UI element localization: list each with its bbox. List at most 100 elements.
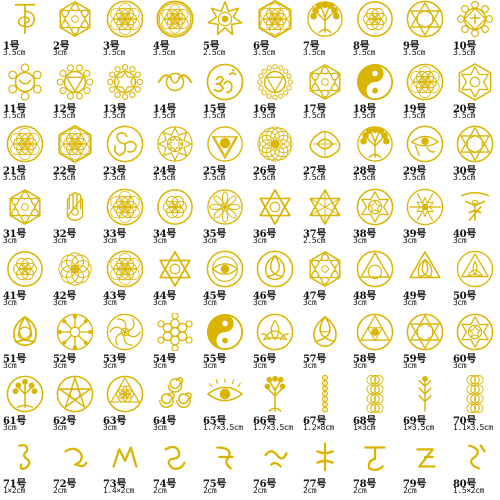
product-item[interactable]: 44号 3cm bbox=[150, 250, 200, 313]
product-item[interactable]: 32号 3cm bbox=[50, 188, 100, 251]
product-item[interactable]: 7号 3.5cm bbox=[300, 0, 350, 63]
product-item[interactable]: 51号 3cm bbox=[0, 313, 50, 376]
product-item[interactable]: 60号 3cm bbox=[450, 313, 500, 376]
item-size: 2.5cm bbox=[203, 48, 226, 57]
product-item[interactable]: 52号 3cm bbox=[50, 313, 100, 376]
product-item[interactable]: 56号 3cm bbox=[250, 313, 300, 376]
product-item[interactable]: 71号 1×2cm bbox=[0, 438, 50, 500]
product-item[interactable]: 54号 3cm bbox=[150, 312, 200, 376]
product-item[interactable]: 15号 3.5cm bbox=[200, 63, 250, 126]
product-item[interactable]: 66号 1.7×3.5cm bbox=[250, 375, 300, 438]
product-item[interactable]: 2号 3cm bbox=[50, 0, 100, 63]
item-size: 3.5cm bbox=[353, 110, 376, 120]
product-item[interactable]: 21号 3.5cm bbox=[0, 125, 50, 188]
product-item[interactable]: 48号 3cm bbox=[350, 250, 400, 313]
product-item[interactable]: 27号 3.5cm bbox=[300, 125, 350, 188]
product-item[interactable]: 75号 2cm bbox=[200, 438, 250, 500]
product-item[interactable]: 68号 1×3cm bbox=[350, 375, 400, 438]
product-item[interactable]: 46号 3cm bbox=[250, 250, 300, 313]
celtic-knot-icon bbox=[306, 125, 344, 163]
product-item[interactable]: 59号 3cm bbox=[400, 313, 450, 376]
product-item[interactable]: 80号 1.5×2cm bbox=[450, 438, 500, 500]
product-item[interactable]: 29号 3.5cm bbox=[400, 125, 450, 188]
product-item[interactable]: 12号 3.5cm bbox=[50, 63, 100, 126]
product-item[interactable]: 74号 2cm bbox=[150, 438, 200, 500]
product-item[interactable]: 49号 3cm bbox=[400, 250, 450, 313]
product-item[interactable]: 47号 3cm bbox=[300, 250, 350, 313]
product-item[interactable]: 10号 3.5cm bbox=[450, 0, 500, 63]
product-item[interactable]: 64号 3cm bbox=[150, 375, 200, 438]
reiki-symbol-icon bbox=[306, 438, 344, 476]
item-size: 3cm bbox=[3, 423, 17, 432]
product-item[interactable]: 42号 3cm bbox=[50, 250, 100, 313]
product-item[interactable]: 55号 3cm bbox=[200, 313, 250, 376]
item-number: 9号 bbox=[403, 41, 420, 52]
product-item[interactable]: 53号 3cm bbox=[100, 313, 150, 376]
reiki-symbol-icon bbox=[456, 438, 494, 476]
product-item[interactable]: 14号 3.5cm bbox=[150, 63, 200, 126]
product-item[interactable]: 23号 3.5cm bbox=[100, 125, 150, 188]
product-item[interactable]: 67号 1.2×8cm bbox=[300, 375, 350, 438]
product-item[interactable]: 50号 3cm bbox=[450, 250, 500, 313]
metatron-cube-icon bbox=[306, 63, 344, 101]
product-item[interactable]: 43号 3cm bbox=[100, 250, 150, 313]
product-item[interactable]: 30号 3.5cm bbox=[450, 125, 500, 188]
product-item[interactable]: 9号 3.5cm bbox=[400, 0, 450, 63]
product-item[interactable]: 72号 2cm bbox=[50, 438, 100, 500]
product-item[interactable]: 65号 1.7×3.5cm bbox=[200, 375, 250, 438]
item-number: 42号 bbox=[53, 291, 77, 302]
product-item[interactable]: 35号 3cm bbox=[200, 188, 250, 251]
item-number: 17号 bbox=[303, 103, 327, 115]
item-number: 51号 bbox=[3, 353, 27, 365]
product-item[interactable]: 62号 3cm bbox=[50, 375, 100, 438]
product-item[interactable]: 77号 2cm bbox=[300, 438, 350, 500]
product-item[interactable]: 73号 1.4×2cm bbox=[100, 438, 150, 500]
product-item[interactable]: 78号 2cm bbox=[350, 438, 400, 500]
product-item[interactable]: 18号 3.5cm bbox=[350, 63, 400, 126]
product-item[interactable]: 20号 3.5cm bbox=[450, 62, 500, 126]
product-item[interactable]: 41号 3cm bbox=[0, 250, 50, 313]
product-item[interactable]: 34号 3cm bbox=[150, 188, 200, 251]
product-item[interactable]: 26号 3.5cm bbox=[250, 125, 300, 188]
item-size: 3.5cm bbox=[153, 48, 176, 57]
product-item[interactable]: 61号 3cm bbox=[0, 375, 50, 438]
item-size: 3cm bbox=[203, 360, 217, 370]
product-item[interactable]: 19号 3.5cm bbox=[400, 63, 450, 126]
product-item[interactable]: 1号 3.5cm bbox=[0, 0, 50, 63]
product-item[interactable]: 5号 2.5cm bbox=[200, 0, 250, 63]
item-size: 2cm bbox=[203, 485, 217, 495]
product-item[interactable]: 63号 3cm bbox=[100, 375, 150, 438]
product-item[interactable]: 13号 3.5cm bbox=[100, 63, 150, 126]
product-item[interactable]: 22号 3.5cm bbox=[50, 125, 100, 188]
product-item[interactable]: 70号 1.1×3.5cm bbox=[450, 375, 500, 438]
product-item[interactable]: 79号 2cm bbox=[400, 438, 450, 500]
item-size: 3.5cm bbox=[403, 110, 426, 120]
item-size: 3.5cm bbox=[353, 48, 376, 57]
product-item[interactable]: 69号 1×3.5cm bbox=[400, 375, 450, 438]
product-item[interactable]: 39号 3cm bbox=[400, 188, 450, 251]
product-item[interactable]: 58号 3cm bbox=[350, 313, 400, 376]
product-item[interactable]: 38号 3cm bbox=[350, 188, 400, 251]
product-item[interactable]: 76号 2cm bbox=[250, 438, 300, 500]
product-item[interactable]: 25号 3.5cm bbox=[200, 125, 250, 188]
product-item[interactable]: 17号 3.5cm bbox=[300, 63, 350, 126]
product-item[interactable]: 24号 3.5cm bbox=[150, 125, 200, 188]
tree-circle-icon bbox=[6, 375, 44, 413]
product-item[interactable]: 8号 3.5cm bbox=[350, 0, 400, 63]
product-item[interactable]: 6号 3.5cm bbox=[250, 0, 300, 63]
product-item[interactable]: 57号 3cm bbox=[300, 313, 350, 376]
product-item[interactable]: 40号 3cm bbox=[450, 188, 500, 251]
product-item[interactable]: 16号 3.5cm bbox=[250, 63, 300, 126]
triangle-mandala-icon bbox=[356, 313, 394, 351]
product-item[interactable]: 11号 3.5cm bbox=[0, 62, 50, 126]
product-item[interactable]: 45号 3cm bbox=[200, 250, 250, 313]
product-item[interactable]: 3号 3.5cm bbox=[100, 0, 150, 63]
flower-of-life-icon bbox=[106, 250, 144, 288]
product-item[interactable]: 4号 3.5cm bbox=[150, 0, 200, 63]
product-item[interactable]: 28号 3.5cm bbox=[350, 125, 400, 188]
product-item[interactable]: 31号 3cm bbox=[0, 188, 50, 251]
product-item[interactable]: 37号 2.5cm bbox=[300, 188, 350, 251]
item-size: 3.5cm bbox=[3, 173, 26, 182]
product-item[interactable]: 33号 3cm bbox=[100, 188, 150, 251]
product-item[interactable]: 36号 3cm bbox=[250, 188, 300, 251]
